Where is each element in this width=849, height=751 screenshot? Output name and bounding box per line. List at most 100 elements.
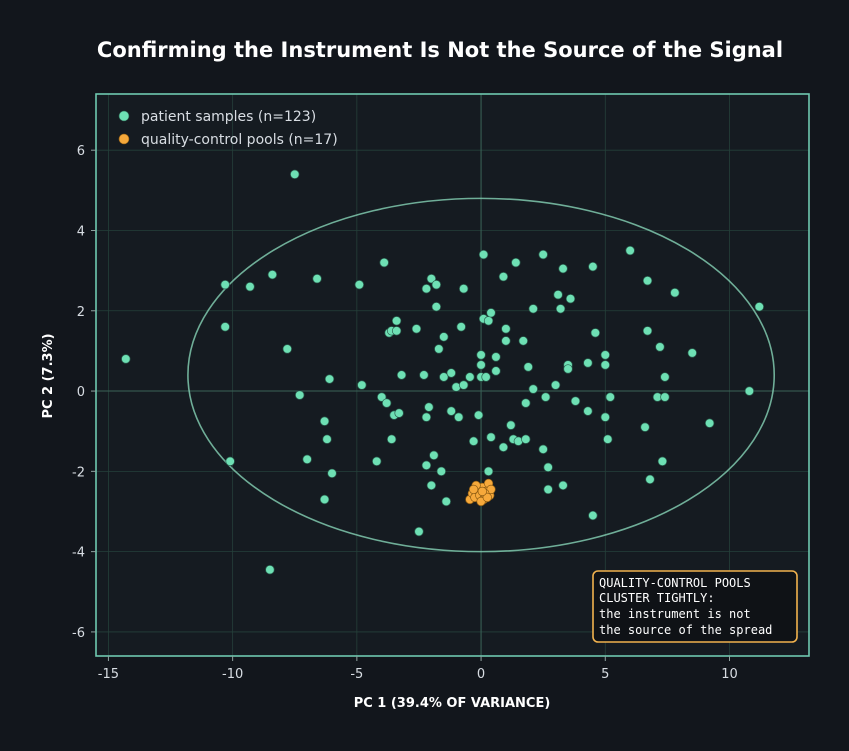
patient-point: [543, 484, 553, 495]
patient-point: [625, 245, 635, 256]
annotation-frame: [592, 570, 798, 643]
patient-point: [446, 406, 456, 416]
patient-point: [754, 302, 764, 312]
x-tick-label: -15: [98, 667, 119, 682]
patient-point: [605, 392, 615, 402]
patient-point: [588, 261, 598, 272]
patient-point: [431, 302, 442, 312]
x-tick-label: 10: [721, 667, 738, 682]
patient-point: [501, 324, 511, 334]
patient-point: [660, 392, 670, 402]
patient-point: [486, 432, 496, 442]
legend-marker-qc: [118, 133, 130, 145]
patient-point: [414, 526, 424, 537]
patient-point: [687, 348, 697, 358]
patient-point: [426, 480, 437, 491]
x-tick-label: 5: [601, 667, 609, 682]
y-tick-label: 0: [77, 385, 85, 400]
patient-point: [446, 368, 456, 378]
patient-point: [459, 380, 469, 390]
patient-point: [558, 480, 568, 491]
patient-point: [436, 466, 446, 476]
y-axis-ticks: -6 -4 -2 0 2 4 6: [72, 144, 96, 641]
patient-point: [421, 284, 432, 294]
patient-point: [550, 380, 561, 390]
annotation-line-4: the source of the spread: [599, 623, 772, 637]
patient-point: [419, 370, 429, 380]
patient-point: [295, 390, 305, 400]
y-tick-label: 2: [77, 305, 85, 320]
patient-point: [563, 364, 573, 374]
x-tick-label: -10: [222, 667, 243, 682]
patient-point: [319, 494, 330, 505]
patient-point: [357, 380, 367, 390]
patient-point: [570, 396, 581, 406]
qc-point: [482, 492, 492, 503]
y-tick-label: 6: [77, 144, 85, 159]
patient-point: [491, 352, 501, 362]
patient-point: [473, 410, 484, 420]
patient-point: [483, 466, 494, 476]
patient-point: [558, 263, 568, 274]
patient-point: [555, 304, 566, 314]
patient-point: [528, 384, 538, 394]
patient-point: [245, 282, 255, 292]
patient-point: [386, 434, 397, 444]
patient-point: [657, 456, 668, 466]
patient-point: [670, 288, 680, 298]
patient-point: [220, 322, 230, 332]
patient-point: [498, 442, 509, 452]
patient-point: [543, 462, 553, 472]
patient-point: [456, 322, 466, 332]
legend: patient samples (n=123) quality-control …: [118, 109, 338, 148]
patient-point: [426, 274, 437, 284]
patient-point: [553, 290, 563, 300]
patient-point: [603, 434, 613, 444]
patient-point: [431, 280, 442, 290]
patient-point: [600, 350, 610, 360]
patient-point: [640, 422, 650, 432]
patient-point: [382, 398, 392, 408]
qc-point: [468, 484, 479, 495]
legend-label-patient: patient samples (n=123): [141, 109, 316, 125]
patient-point: [324, 374, 335, 384]
patient-point: [642, 326, 653, 336]
patient-point: [396, 370, 407, 380]
patient-point: [439, 372, 449, 382]
patient-point: [600, 412, 610, 422]
patient-point: [322, 434, 332, 444]
y-tick-label: 4: [77, 224, 85, 239]
y-tick-label: -4: [72, 546, 85, 561]
patient-point: [312, 274, 322, 284]
patient-point: [476, 350, 486, 360]
x-axis-ticks: -15 -10 -5 0 5 10: [98, 656, 738, 682]
y-axis-label: PC 2 (7.3%): [41, 333, 56, 418]
patient-point: [391, 326, 402, 336]
chart-title: Confirming the Instrument Is Not the Sou…: [97, 38, 783, 62]
patient-point: [478, 249, 489, 260]
patient-point: [220, 280, 230, 290]
patient-point: [454, 412, 464, 422]
y-tick-label: -2: [72, 465, 85, 480]
patient-point: [645, 474, 655, 485]
patient-point: [394, 408, 404, 418]
patient-point: [506, 420, 516, 430]
patient-point: [302, 454, 312, 464]
x-axis-label: PC 1 (39.4% OF VARIANCE): [354, 696, 551, 711]
patient-point: [441, 496, 451, 507]
patient-point: [528, 304, 538, 314]
patient-point: [704, 418, 715, 428]
qc-points: [465, 478, 496, 507]
patient-point: [521, 434, 531, 444]
patient-point: [565, 294, 576, 304]
patient-point: [429, 450, 439, 460]
patient-point: [498, 272, 509, 282]
patient-point: [538, 444, 548, 454]
patient-point: [590, 328, 600, 338]
patient-point: [459, 284, 469, 294]
patient-point: [491, 366, 501, 376]
patient-point: [486, 308, 496, 318]
patient-point: [523, 362, 533, 372]
confidence-ellipse: [187, 197, 776, 553]
patient-point: [583, 406, 593, 416]
